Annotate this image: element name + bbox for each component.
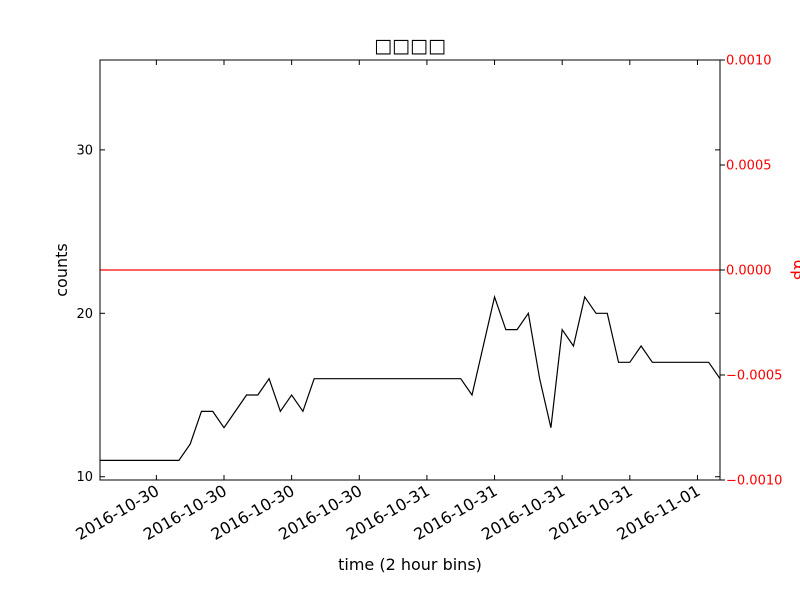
x-axis-label: time (2 hour bins) xyxy=(338,555,482,574)
y2-axis-label: αβ xyxy=(790,260,800,281)
chart-title: □□□□ xyxy=(374,35,446,57)
right-y-tick-label: 0.0000 xyxy=(726,264,772,279)
right-y-tick-label: −0.0010 xyxy=(726,474,782,489)
left-y-tick-label: 30 xyxy=(76,143,93,158)
y-axis-label: counts xyxy=(52,243,71,296)
counts-series-line xyxy=(100,294,721,461)
right-y-axis: −0.0010 −0.0005 0.0000 0.0005 0.0010 xyxy=(720,54,782,489)
right-y-tick-label: −0.0005 xyxy=(726,369,782,384)
right-y-tick-label: 0.0010 xyxy=(726,54,772,69)
left-y-tick-label: 10 xyxy=(76,470,93,485)
left-y-axis: 10 20 30 xyxy=(76,143,720,485)
series-layer xyxy=(100,269,721,461)
right-y-tick-label: 0.0005 xyxy=(726,159,772,174)
left-y-tick-label: 20 xyxy=(76,307,93,322)
x-axis: 2016-10-302016-10-302016-10-302016-10-30… xyxy=(72,60,703,544)
